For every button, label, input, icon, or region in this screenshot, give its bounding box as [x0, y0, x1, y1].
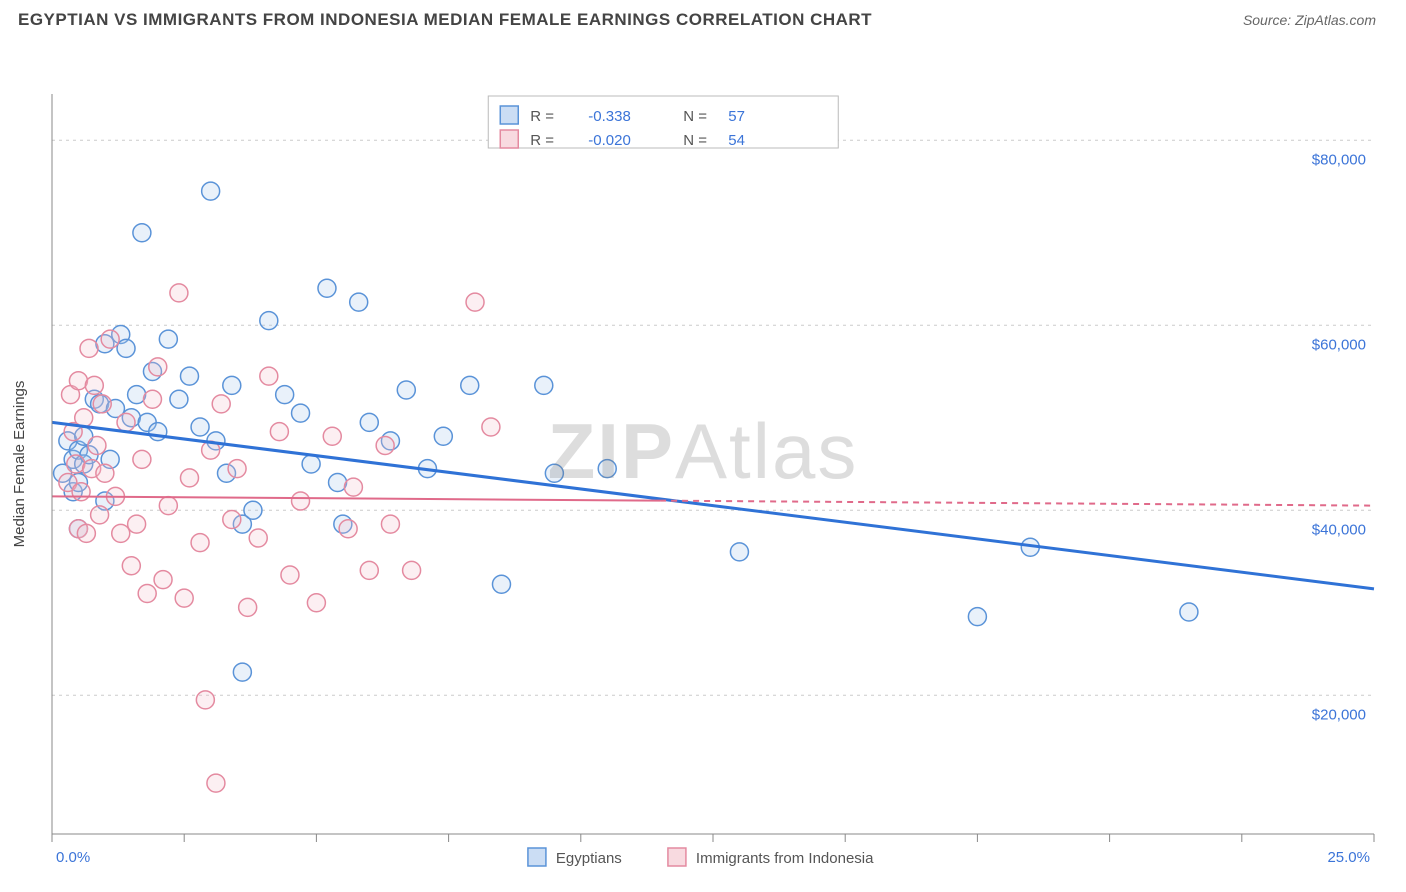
svg-text:N =: N =	[683, 132, 707, 149]
svg-text:54: 54	[728, 132, 745, 149]
svg-text:-0.338: -0.338	[588, 108, 631, 125]
svg-text:25.0%: 25.0%	[1327, 849, 1370, 866]
scatter-chart: $20,000 $40,000 $60,000 $80,000 0.0% 25.0% Med…	[0, 36, 1406, 876]
svg-text:R =: R =	[530, 108, 554, 125]
svg-text:Egyptians: Egyptians	[556, 850, 622, 867]
svg-text:R =: R =	[530, 132, 554, 149]
source-label: Source:	[1243, 12, 1291, 28]
chart-title: EGYPTIAN VS IMMIGRANTS FROM INDONESIA ME…	[18, 10, 872, 30]
svg-text:-0.020: -0.020	[588, 132, 631, 149]
source-name: ZipAtlas.com	[1295, 12, 1376, 28]
svg-text:$40,000: $40,000	[1312, 521, 1366, 538]
svg-text:0.0%: 0.0%	[56, 849, 90, 866]
svg-text:$20,000: $20,000	[1312, 706, 1366, 723]
svg-text:Immigrants from Indonesia: Immigrants from Indonesia	[696, 850, 874, 867]
svg-text:Median Female Earnings: Median Female Earnings	[11, 381, 28, 548]
svg-text:$60,000: $60,000	[1312, 336, 1366, 353]
chart-container: $20,000 $40,000 $60,000 $80,000 0.0% 25.0% Med…	[0, 36, 1406, 876]
svg-text:$80,000: $80,000	[1312, 151, 1366, 168]
svg-text:57: 57	[728, 108, 745, 125]
source-attribution: Source: ZipAtlas.com	[1243, 12, 1376, 28]
svg-text:N =: N =	[683, 108, 707, 125]
